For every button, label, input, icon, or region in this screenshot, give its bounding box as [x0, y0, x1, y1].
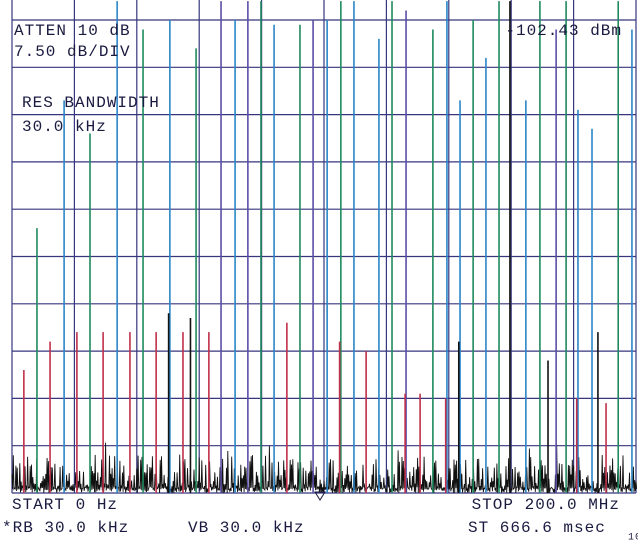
annotation: RES BANDWIDTH: [22, 94, 160, 112]
marker: [314, 491, 326, 501]
noise-floor: [11, 442, 638, 494]
annotation: START 0 Hz: [12, 496, 118, 514]
peaks: [23, 1, 633, 493]
annotation: STOP 200.0 MHz: [472, 496, 620, 514]
noise-floor-group: [11, 442, 638, 494]
annotation: VB 30.0 kHz: [188, 519, 305, 537]
annotation: 10: [628, 533, 638, 542]
grid: [11, 0, 637, 494]
annotation: ST 666.6 msec: [468, 519, 606, 537]
annotation: 7.50 dB/DIV: [14, 43, 131, 61]
annotation: *RB 30.0 kHz: [2, 519, 129, 537]
annotation: 30.0 kHz: [22, 118, 107, 136]
labels: ATTEN 10 dB 7.50 dB/DIV RES BANDWIDTH 30.0 …: [2, 22, 638, 542]
annotation: ATTEN 10 dB: [14, 22, 131, 40]
annotation: -102.43 dBm: [505, 22, 622, 40]
